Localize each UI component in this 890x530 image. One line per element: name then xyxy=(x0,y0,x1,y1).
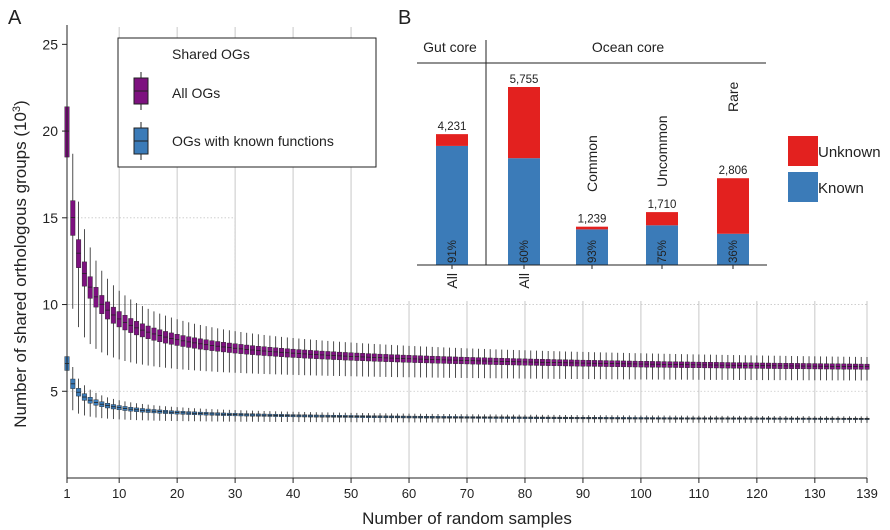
legend-a-label-known: OGs with known functions xyxy=(172,133,334,149)
bar-known xyxy=(576,229,608,265)
bar-total-label: 1,239 xyxy=(578,214,607,226)
panel-label-a: A xyxy=(8,7,22,29)
bar-percent-label: 93% xyxy=(587,240,599,263)
bar-total-label: 2,806 xyxy=(719,165,748,177)
legend-b-swatch-unknown xyxy=(788,136,818,166)
legend-b-label-unknown: Unknown xyxy=(818,144,881,161)
bar-known xyxy=(646,225,678,265)
legend-a-key-all xyxy=(133,72,149,110)
box xyxy=(81,261,87,287)
bar-percent-label: 36% xyxy=(728,240,740,263)
y-tick-label: 20 xyxy=(42,123,58,139)
legend-b: Unknown Known xyxy=(788,136,881,202)
bar-percent-label: 60% xyxy=(519,240,531,263)
legend-b-label-known: Known xyxy=(818,180,864,197)
group-label-ocean-core: Ocean core xyxy=(592,39,665,55)
panel-b-header: Gut core Ocean core xyxy=(417,39,766,265)
panel-b-axis: All All Common Uncommon Rare xyxy=(417,81,767,289)
panel-b-bars: 4,231 91% 5,755 60% 1,239 93% 1,710 75% 2,806 36% xyxy=(436,74,749,265)
x-tick-label: 120 xyxy=(746,486,768,501)
x-axis-label: Number of random samples xyxy=(362,509,572,528)
bar-known xyxy=(508,158,540,265)
y-axis-label: Number of shared orthologous groups (103… xyxy=(11,100,30,427)
bar-total-label: 1,710 xyxy=(648,199,677,211)
bar-percent-label: 75% xyxy=(657,240,669,263)
legend-b-swatch-known xyxy=(788,172,818,202)
x-tick-label: 60 xyxy=(402,486,416,501)
category-label: All xyxy=(516,273,532,289)
box xyxy=(70,200,76,236)
y-tick-label: 15 xyxy=(42,210,58,226)
category-label: Rare xyxy=(725,81,741,112)
bar-unknown xyxy=(717,178,749,234)
legend-a-title: Shared OGs xyxy=(172,46,250,62)
x-tick-label: 70 xyxy=(460,486,474,501)
legend-a-label-all: All OGs xyxy=(172,85,220,101)
x-tick-label: 90 xyxy=(576,486,590,501)
x-tick-label: 139 xyxy=(856,486,878,501)
panel-a-axes: 1 10 20 30 40 50 60 70 80 90 100 110 120 130 139510152… xyxy=(42,25,878,501)
bar-unknown xyxy=(508,87,540,159)
panel-label-b: B xyxy=(398,7,411,29)
x-tick-label: 20 xyxy=(170,486,184,501)
box xyxy=(76,239,82,268)
group-label-gut-core: Gut core xyxy=(423,39,477,55)
known-ogs-boxplots xyxy=(64,339,870,423)
bar-unknown xyxy=(576,226,608,230)
x-tick-label: 50 xyxy=(344,486,358,501)
x-tick-label: 130 xyxy=(804,486,826,501)
legend-a-key-known xyxy=(133,122,149,160)
category-label: All xyxy=(444,273,460,289)
y-tick-label: 10 xyxy=(42,297,58,313)
x-tick-label: 40 xyxy=(286,486,300,501)
bar-percent-label: 91% xyxy=(447,240,459,263)
x-tick-label: 30 xyxy=(228,486,242,501)
legend-a: Shared OGs All OGs OGs with known functi… xyxy=(117,37,377,168)
bar-unknown xyxy=(646,212,678,226)
category-label: Uncommon xyxy=(654,115,670,187)
x-tick-label: 100 xyxy=(630,486,652,501)
x-tick-label: 1 xyxy=(63,486,70,501)
legend-a-frame xyxy=(117,37,377,168)
bar-known xyxy=(717,233,749,265)
bar-unknown xyxy=(436,134,468,146)
x-tick-label: 10 xyxy=(112,486,126,501)
category-label: Common xyxy=(584,135,600,192)
bar-known xyxy=(436,145,468,265)
y-tick-label: 25 xyxy=(42,36,58,52)
x-tick-label: 80 xyxy=(518,486,532,501)
x-tick-label: 110 xyxy=(689,486,710,501)
bar-total-label: 5,755 xyxy=(510,74,539,86)
bar-total-label: 4,231 xyxy=(438,121,467,133)
y-tick-label: 5 xyxy=(50,383,58,399)
